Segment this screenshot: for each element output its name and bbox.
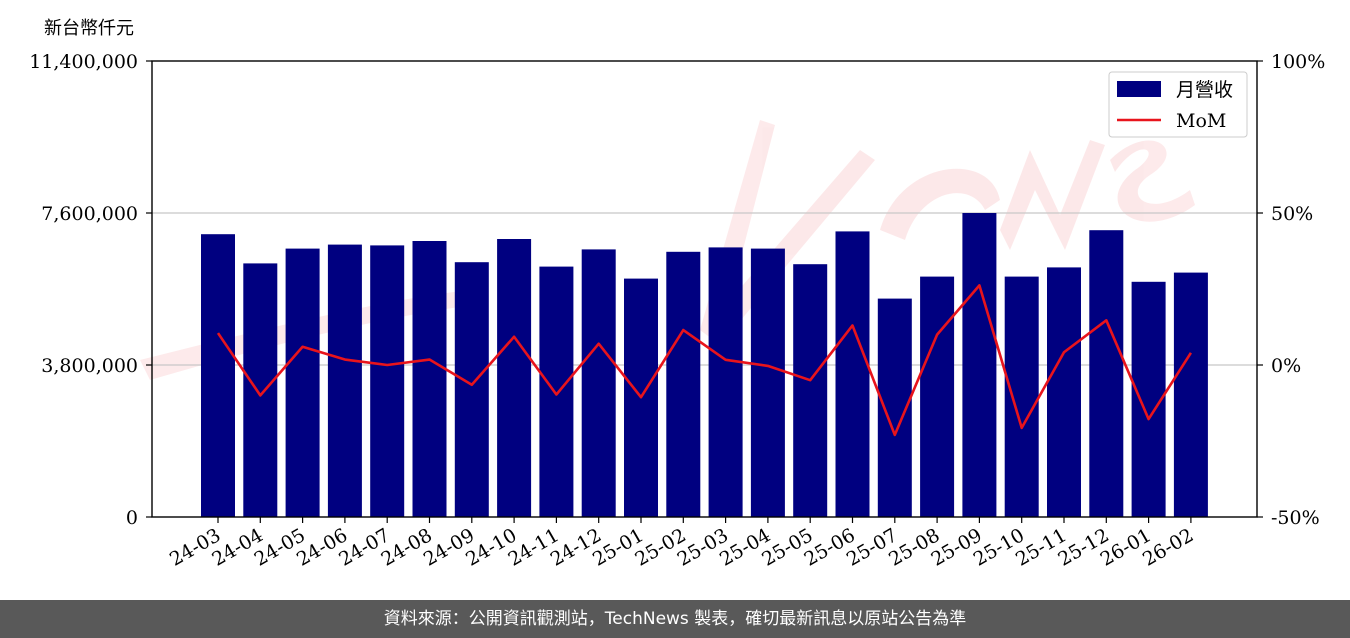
legend-label-mom: MoM: [1176, 110, 1226, 132]
bar-25-12: [1089, 230, 1124, 517]
bar-24-03: [201, 234, 235, 517]
bar-25-11: [1047, 267, 1081, 517]
bar-24-05: [285, 248, 320, 517]
legend: 月營收 MoM: [1108, 71, 1248, 138]
y2-tick-label: 0%: [1271, 355, 1301, 377]
bar-26-02: [1173, 272, 1208, 517]
mom-line-series: [216, 284, 1192, 437]
y2-tick-label: 50%: [1271, 203, 1313, 225]
bar-24-11: [539, 266, 574, 517]
bar-24-08: [412, 241, 447, 517]
plot-frame: [151, 60, 1258, 518]
bar-25-08: [920, 276, 955, 517]
bar-25-05: [793, 264, 828, 517]
bar-25-03: [708, 247, 743, 517]
y-tick-label: 11,400,000: [29, 51, 138, 73]
bar-25-06: [835, 231, 870, 517]
y2-tick-label: -50%: [1271, 507, 1320, 529]
bar-24-06: [327, 244, 362, 517]
y-tick-label: 3,800,000: [41, 355, 138, 377]
bar-24-10: [497, 239, 532, 517]
y-axis-label: 新台幣仟元: [44, 18, 134, 39]
bar-25-02: [666, 251, 701, 518]
y-tick-label: 0: [126, 507, 138, 529]
bar-25-04: [750, 248, 785, 517]
bar-25-10: [1004, 276, 1039, 517]
legend-label-revenue: 月營收: [1176, 79, 1233, 101]
bar-24-09: [454, 262, 489, 517]
bar-24-04: [243, 263, 278, 517]
bar-24-12: [581, 249, 616, 517]
bar-24-07: [370, 245, 405, 517]
y-tick-label: 7,600,000: [41, 203, 138, 225]
revenue-chart: 0 3,800,000 7,600,000 11,400,000 -50% 0% 50% 10…: [29, 51, 1325, 571]
y2-tick-label: 100%: [1271, 51, 1325, 73]
mom-line: [216, 284, 1192, 437]
legend-swatch-revenue: [1117, 81, 1161, 97]
bar-25-09: [962, 213, 997, 517]
footer-source-note: 資料來源：公開資訊觀測站，TechNews 製表，確切最新訊息以原站公告為準: [0, 600, 1350, 638]
bar-series: [201, 213, 1208, 518]
